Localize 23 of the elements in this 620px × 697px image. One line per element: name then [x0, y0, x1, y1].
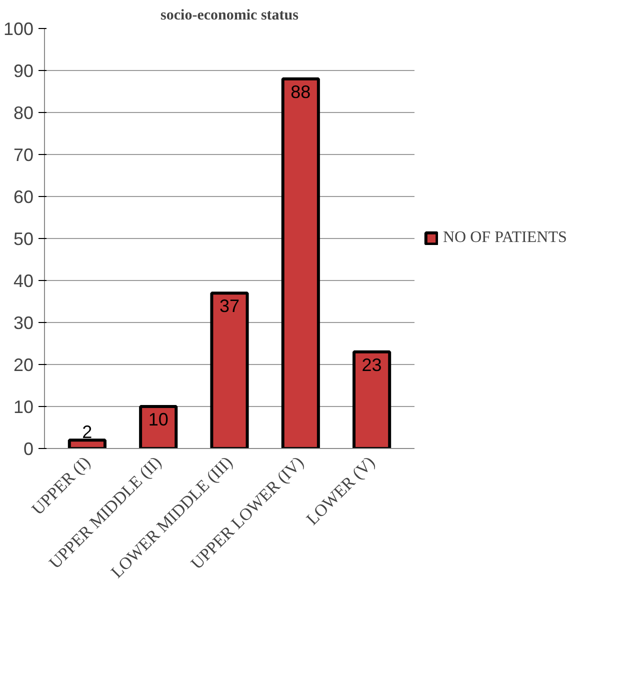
y-tick-label: 80 — [13, 103, 34, 123]
bar — [139, 405, 178, 448]
y-tick-label: 30 — [13, 313, 34, 333]
y-tick-label: 100 — [3, 19, 34, 39]
y-tick-label: 90 — [13, 61, 34, 81]
data-label: 10 — [148, 410, 168, 430]
y-tick-label: 40 — [13, 271, 34, 291]
data-label: 2 — [82, 422, 92, 442]
bar — [281, 77, 320, 448]
bar — [210, 292, 249, 448]
y-tick-label: 10 — [13, 397, 34, 417]
bar — [68, 438, 106, 448]
data-label: 88 — [290, 82, 311, 102]
bar — [352, 350, 392, 448]
data-label: 23 — [362, 354, 382, 375]
y-tick-label: 60 — [13, 187, 34, 207]
chart-title: socio-economic status — [160, 8, 299, 24]
y-tick-label: 0 — [23, 439, 34, 459]
data-label: 37 — [219, 296, 240, 316]
y-tick-label: 70 — [13, 145, 34, 165]
legend-label: NO OF PATIENTS — [443, 229, 567, 247]
y-tick-label: 50 — [13, 229, 34, 249]
y-tick-label: 20 — [13, 355, 34, 375]
